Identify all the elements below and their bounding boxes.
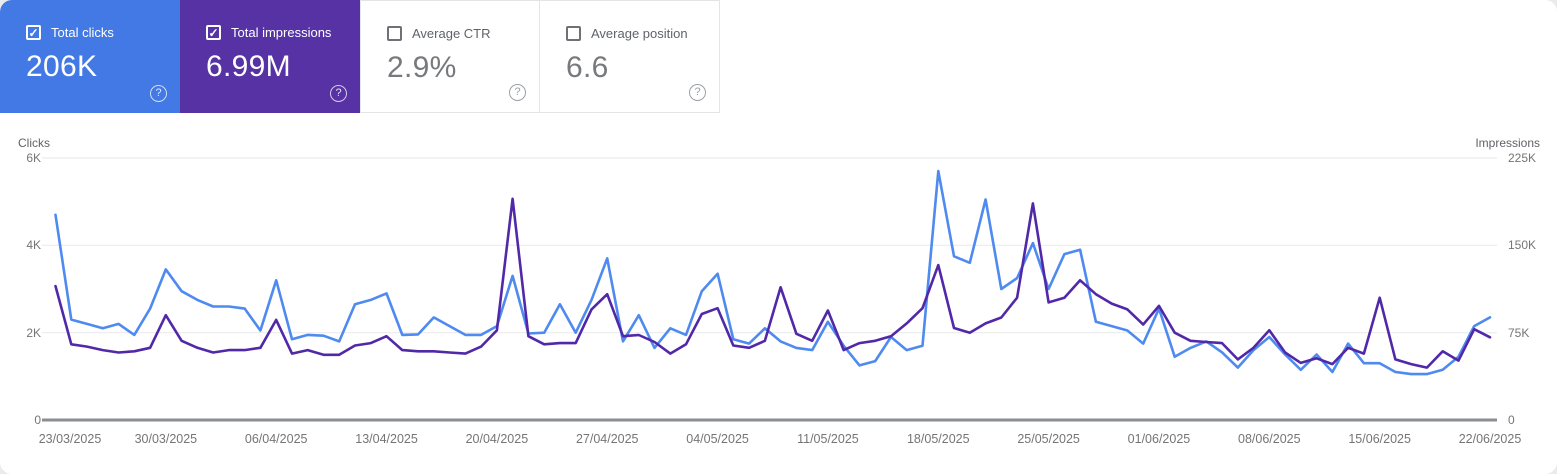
help-icon[interactable]: ?	[330, 85, 347, 102]
average-ctr-checkbox[interactable]: ✓	[387, 26, 402, 41]
metric-card-total-clicks[interactable]: ✓ Total clicks 206K ?	[0, 0, 180, 113]
date-tick-label: 11/05/2025	[797, 432, 859, 446]
date-tick-label: 30/03/2025	[134, 432, 198, 446]
date-tick-label: 27/04/2025	[575, 432, 639, 446]
help-icon[interactable]: ?	[689, 84, 706, 101]
date-tick-label: 13/04/2025	[355, 432, 418, 446]
left-axis-tick: 2K	[26, 325, 41, 340]
check-icon: ✓	[28, 25, 39, 40]
metric-card-total-impressions[interactable]: ✓ Total impressions 6.99M ?	[180, 0, 360, 113]
average-ctr-value: 2.9%	[387, 51, 457, 84]
left-axis-tick: 6K	[26, 151, 41, 165]
date-tick-label: 01/06/2025	[1127, 432, 1191, 446]
metric-card-average-position[interactable]: ✓ Average position 6.6 ?	[540, 0, 720, 113]
date-tick-label: 22/06/2025	[1458, 432, 1522, 446]
clicks-line	[54, 169, 1492, 376]
date-tick-label: 18/05/2025	[906, 432, 970, 446]
left-axis-tick: 0	[34, 413, 41, 427]
total-clicks-checkbox[interactable]: ✓	[26, 25, 41, 40]
check-icon: ✓	[208, 25, 219, 40]
metric-card-average-ctr[interactable]: ✓ Average CTR 2.9% ?	[360, 0, 540, 113]
average-position-value: 6.6	[566, 51, 609, 84]
date-tick-label: 06/04/2025	[244, 432, 308, 446]
right-axis-tick: 0	[1508, 413, 1515, 427]
left-axis-tick: 4K	[26, 238, 41, 253]
metric-cards: ✓ Total clicks 206K ? ✓ Total impression…	[0, 0, 720, 113]
date-tick-label: 20/04/2025	[465, 432, 529, 446]
impressions-line	[54, 197, 1492, 369]
date-tick-label: 15/06/2025	[1348, 432, 1411, 446]
right-axis-tick: 150K	[1508, 238, 1537, 253]
total-impressions-checkbox[interactable]: ✓	[206, 25, 221, 40]
date-tick-label: 23/03/2025	[38, 432, 102, 446]
date-tick-label: 08/06/2025	[1238, 432, 1301, 446]
help-icon[interactable]: ?	[509, 84, 526, 101]
right-axis-title: Impressions	[1475, 136, 1540, 150]
total-impressions-value: 6.99M	[206, 50, 291, 83]
metric-label: Total clicks	[51, 25, 114, 40]
total-clicks-value: 206K	[26, 50, 98, 83]
date-tick-label: 04/05/2025	[686, 432, 749, 446]
metric-label: Average CTR	[412, 26, 491, 41]
date-tick-label: 25/05/2025	[1017, 432, 1080, 446]
right-axis-tick: 225K	[1508, 151, 1537, 165]
average-position-checkbox[interactable]: ✓	[566, 26, 581, 41]
left-axis-title: Clicks	[18, 136, 50, 150]
right-axis-tick: 75K	[1508, 325, 1530, 340]
metric-label: Total impressions	[231, 25, 332, 40]
metric-label: Average position	[591, 26, 688, 41]
help-icon[interactable]: ?	[150, 85, 167, 102]
